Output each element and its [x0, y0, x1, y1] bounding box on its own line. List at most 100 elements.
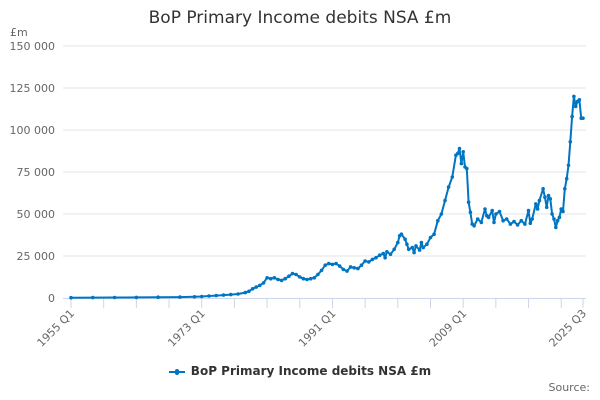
data-point-marker[interactable]: [383, 255, 387, 260]
data-point-marker[interactable]: [421, 245, 426, 250]
data-point-marker[interactable]: [446, 185, 451, 189]
data-point-marker[interactable]: [508, 222, 513, 226]
data-point-marker[interactable]: [450, 175, 455, 179]
data-point-marker[interactable]: [466, 200, 471, 204]
data-point-marker[interactable]: [112, 295, 117, 300]
data-point-marker[interactable]: [356, 266, 360, 271]
data-point-marker[interactable]: [554, 225, 558, 230]
data-point-marker[interactable]: [305, 277, 309, 282]
data-point-marker[interactable]: [312, 276, 317, 280]
data-point-marker[interactable]: [214, 293, 218, 298]
data-point-marker[interactable]: [283, 276, 288, 281]
data-point-marker[interactable]: [337, 264, 342, 268]
data-point-marker[interactable]: [207, 294, 211, 298]
data-point-marker[interactable]: [570, 114, 574, 119]
data-point-marker[interactable]: [501, 218, 505, 223]
data-point-marker[interactable]: [359, 263, 364, 268]
data-point-marker[interactable]: [287, 274, 291, 279]
data-point-marker[interactable]: [254, 285, 258, 289]
data-point-marker[interactable]: [91, 295, 95, 300]
data-point-marker[interactable]: [385, 250, 389, 254]
data-point-marker[interactable]: [443, 198, 447, 203]
data-point-marker[interactable]: [417, 248, 422, 252]
data-point-marker[interactable]: [294, 272, 298, 277]
data-point-marker[interactable]: [381, 251, 386, 256]
data-point-marker[interactable]: [290, 271, 295, 276]
data-point-marker[interactable]: [563, 187, 567, 191]
data-point-marker[interactable]: [261, 281, 266, 285]
data-point-marker[interactable]: [543, 195, 547, 199]
data-point-marker[interactable]: [178, 295, 182, 299]
data-point-marker[interactable]: [461, 150, 466, 154]
data-point-marker[interactable]: [546, 193, 551, 198]
data-point-marker[interactable]: [504, 217, 509, 221]
data-point-marker[interactable]: [250, 287, 255, 291]
data-point-marker[interactable]: [298, 275, 302, 279]
data-point-marker[interactable]: [541, 187, 545, 191]
data-point-marker[interactable]: [515, 223, 520, 227]
data-point-marker[interactable]: [370, 257, 375, 262]
data-point-marker[interactable]: [573, 104, 578, 109]
data-point-marker[interactable]: [134, 295, 139, 300]
data-point-marker[interactable]: [564, 176, 569, 181]
data-point-marker[interactable]: [367, 260, 371, 264]
data-point-marker[interactable]: [412, 250, 416, 255]
data-point-marker[interactable]: [550, 212, 554, 216]
data-point-marker[interactable]: [396, 240, 400, 245]
data-point-marker[interactable]: [555, 218, 560, 223]
data-point-marker[interactable]: [268, 276, 273, 281]
data-point-marker[interactable]: [419, 240, 424, 245]
data-point-marker[interactable]: [572, 94, 576, 99]
data-point-marker[interactable]: [327, 261, 331, 266]
data-point-marker[interactable]: [247, 289, 251, 294]
data-point-marker[interactable]: [494, 212, 498, 216]
data-point-marker[interactable]: [568, 140, 573, 144]
data-point-marker[interactable]: [243, 290, 248, 295]
data-point-marker[interactable]: [490, 208, 495, 213]
data-point-marker[interactable]: [475, 217, 480, 221]
data-point-marker[interactable]: [236, 292, 240, 296]
data-point-marker[interactable]: [526, 208, 531, 213]
data-point-marker[interactable]: [432, 232, 436, 236]
data-point-marker[interactable]: [229, 292, 233, 297]
data-point-marker[interactable]: [348, 265, 353, 269]
data-point-marker[interactable]: [459, 161, 464, 166]
data-point-marker[interactable]: [69, 295, 73, 300]
series-line[interactable]: [70, 95, 583, 299]
data-point-marker[interactable]: [581, 116, 585, 120]
data-point-marker[interactable]: [436, 218, 440, 223]
data-series[interactable]: [69, 94, 585, 300]
data-point-marker[interactable]: [279, 278, 284, 283]
data-point-marker[interactable]: [425, 242, 429, 246]
data-point-marker[interactable]: [544, 205, 549, 210]
data-point-marker[interactable]: [414, 244, 418, 248]
data-point-marker[interactable]: [530, 217, 534, 221]
data-point-marker[interactable]: [486, 215, 491, 220]
data-point-marker[interactable]: [535, 207, 540, 211]
data-point-marker[interactable]: [483, 207, 487, 211]
data-point-marker[interactable]: [406, 247, 411, 252]
data-point-marker[interactable]: [399, 232, 404, 236]
data-point-marker[interactable]: [308, 276, 313, 281]
data-point-marker[interactable]: [561, 209, 565, 214]
data-point-marker[interactable]: [156, 295, 160, 300]
data-point-marker[interactable]: [272, 276, 277, 280]
data-point-marker[interactable]: [405, 242, 409, 246]
legend-item[interactable]: BoP Primary Income debits NSA £m: [0, 364, 600, 378]
data-point-marker[interactable]: [428, 235, 433, 240]
data-point-marker[interactable]: [316, 272, 320, 277]
data-point-marker[interactable]: [439, 212, 444, 216]
data-point-marker[interactable]: [258, 283, 262, 288]
data-point-marker[interactable]: [534, 202, 538, 206]
data-point-marker[interactable]: [465, 166, 469, 171]
data-point-marker[interactable]: [265, 276, 269, 280]
data-point-marker[interactable]: [577, 98, 582, 102]
data-point-marker[interactable]: [323, 263, 328, 268]
data-point-marker[interactable]: [403, 237, 407, 241]
data-point-marker[interactable]: [519, 218, 524, 223]
data-point-marker[interactable]: [512, 219, 516, 224]
data-point-marker[interactable]: [528, 221, 533, 225]
data-point-marker[interactable]: [557, 215, 562, 220]
data-point-marker[interactable]: [221, 293, 226, 297]
data-point-marker[interactable]: [410, 245, 415, 250]
